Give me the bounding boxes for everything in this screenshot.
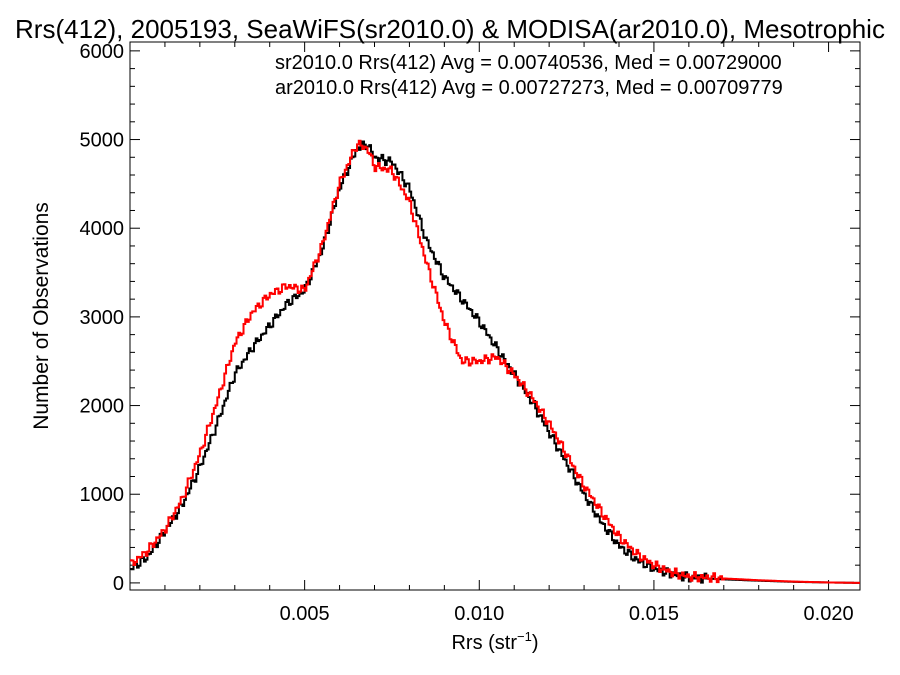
y-tick-label: 4000 — [80, 218, 125, 240]
y-tick-label: 5000 — [80, 130, 125, 152]
y-axis-label: Number of Observations — [30, 202, 53, 430]
legend-entry-sr2010: sr2010.0 Rrs(412) Avg = 0.00740536, Med … — [275, 52, 782, 74]
series-line-0 — [130, 140, 860, 584]
legend-entry-ar2010: ar2010.0 Rrs(412) Avg = 0.00727273, Med … — [275, 77, 783, 99]
plot-frame — [129, 41, 861, 591]
x-tick-label: 0.015 — [629, 603, 679, 625]
y-tick-label: 0 — [113, 573, 124, 595]
x-axis-label-superscript: −1 — [517, 629, 532, 644]
x-tick-label: 0.005 — [280, 603, 330, 625]
series-layer — [130, 139, 860, 584]
x-tick-label: 0.010 — [454, 603, 504, 625]
x-axis-ticks: 0.005 0.010 0.015 0.020 — [129, 42, 854, 625]
y-axis-ticks: 0 1000 2000 3000 4000 5000 6000 — [80, 41, 860, 595]
chart-title: Rrs(412), 2005193, SeaWiFS(sr2010.0) & M… — [15, 14, 885, 44]
y-tick-label: 3000 — [80, 307, 125, 329]
y-tick-label: 6000 — [80, 41, 125, 63]
y-tick-label: 2000 — [80, 396, 125, 418]
x-axis-label: Rrs (str−1) — [451, 629, 538, 654]
x-axis-label-main: Rrs (str — [451, 632, 517, 654]
y-tick-label: 1000 — [80, 484, 125, 506]
x-axis-label-close: ) — [532, 632, 539, 654]
x-tick-label: 0.020 — [804, 603, 854, 625]
series-line-1 — [130, 139, 860, 584]
